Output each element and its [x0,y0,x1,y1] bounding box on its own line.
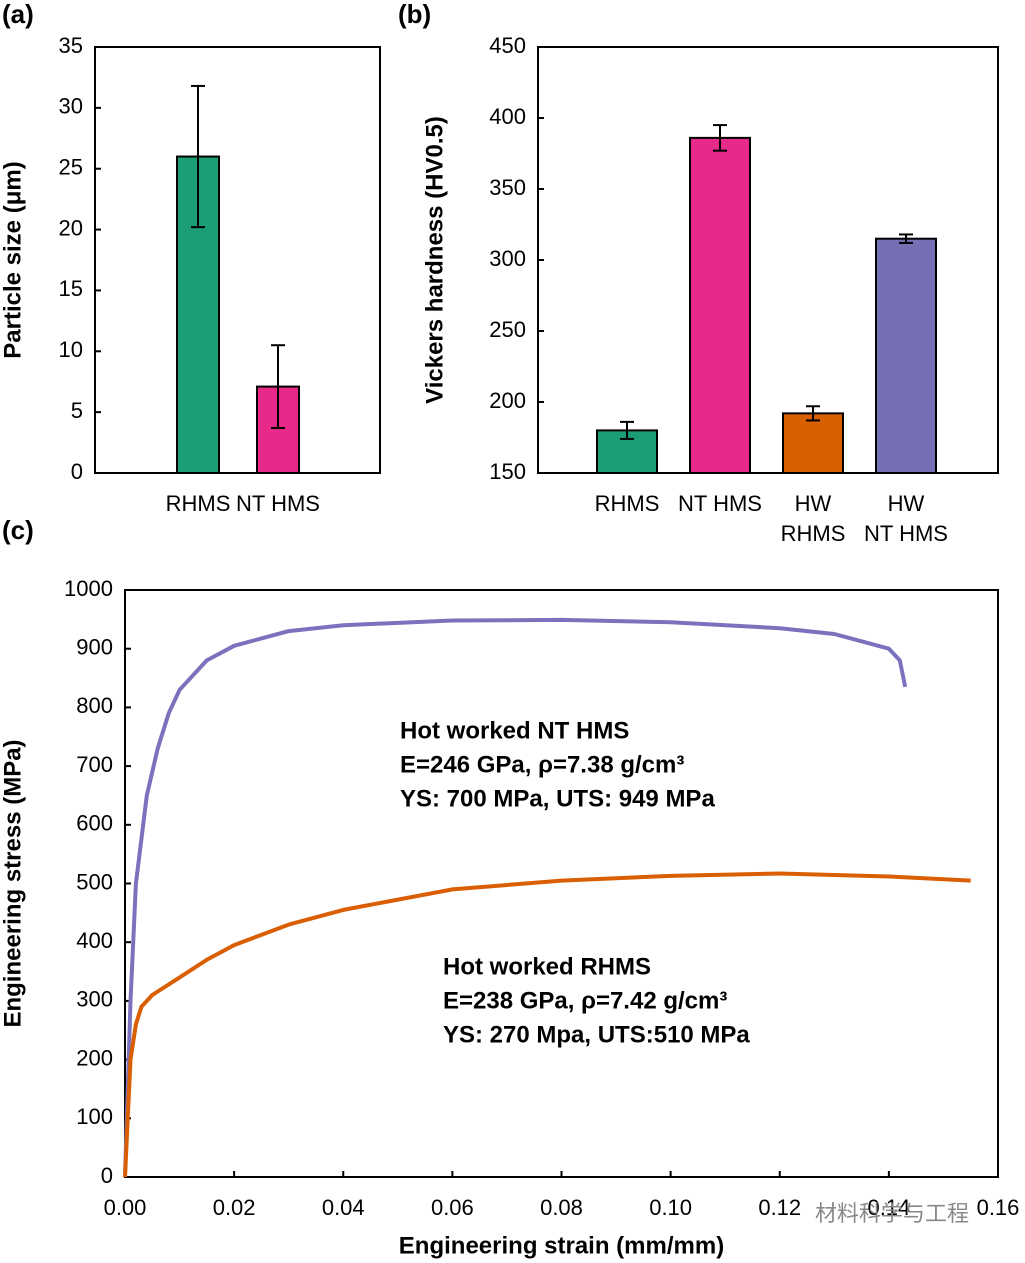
x-tick-label: 0.06 [431,1195,474,1220]
x-tick-label: NT HMS [678,491,762,516]
annotation: E=238 GPa, ρ=7.42 g/cm³ [443,987,727,1014]
plot-frame [94,46,381,474]
y-tick-label: 200 [76,1045,113,1070]
y-tick-label: 30 [59,94,83,119]
y-axis-label: Engineering stress (MPa) [0,739,26,1027]
series-name: Hot worked RHMS [443,953,651,980]
y-tick-label: 200 [489,388,526,413]
y-tick-label: 150 [489,459,526,484]
x-tick-label: 0.00 [104,1195,147,1220]
watermark: 材料科学与工程 [815,1201,969,1226]
panel-label: (c) [2,515,34,545]
x-tick-label: 0.04 [322,1195,365,1220]
y-tick-label: 100 [76,1104,113,1129]
y-tick-label: 250 [489,317,526,342]
curve [123,871,971,1178]
y-axis-label: Vickers hardness (HV0.5) [421,116,448,404]
bar [875,237,937,474]
y-tick-label: 25 [59,155,83,180]
y-tick-label: 35 [59,33,83,58]
bar [689,136,751,474]
y-tick-label: 20 [59,215,83,240]
y-tick-label: 400 [76,928,113,953]
curve [123,617,908,1178]
plot-frame [124,589,999,1178]
y-tick-label: 10 [59,337,83,362]
x-axis-label: Engineering strain (mm/mm) [399,1232,724,1259]
x-tick-label: 0.08 [540,1195,583,1220]
y-tick-label: 400 [489,104,526,129]
y-tick-label: 0 [101,1163,113,1188]
y-tick-label: 15 [59,276,83,301]
y-axis-label: Particle size (μm) [0,161,26,358]
y-tick-label: 700 [76,752,113,777]
x-tick-label: NT HMS [236,491,320,516]
y-tick-label: 1000 [64,576,113,601]
y-tick-label: 900 [76,635,113,660]
bar [782,412,844,474]
y-tick-label: 5 [71,398,83,423]
y-tick-label: 300 [489,246,526,271]
x-tick-label: 0.14 [867,1195,910,1220]
x-tick-label: RHMS [166,491,231,516]
annotation: YS: 700 MPa, UTS: 949 MPa [400,785,715,812]
x-tick-label: 0.10 [649,1195,692,1220]
annotation: E=246 GPa, ρ=7.38 g/cm³ [400,751,684,778]
x-tick-label: 0.16 [977,1195,1020,1220]
y-tick-label: 300 [76,987,113,1012]
x-tick-label: 0.12 [758,1195,801,1220]
x-tick-label: RHMS [595,491,660,516]
x-tick-label: 0.02 [213,1195,256,1220]
y-tick-label: 800 [76,693,113,718]
panel-label: (b) [398,0,431,29]
x-tick-label: HW RHMS [781,491,846,546]
panel-label: (a) [2,0,34,29]
y-tick-label: 0 [71,459,83,484]
annotation: YS: 270 Mpa, UTS:510 MPa [443,1021,750,1048]
series-name: Hot worked NT HMS [400,717,629,744]
x-tick-label: HW NT HMS [864,491,948,546]
y-tick-label: 350 [489,175,526,200]
y-tick-label: 600 [76,811,113,836]
y-tick-label: 500 [76,869,113,894]
y-tick-label: 450 [489,33,526,58]
